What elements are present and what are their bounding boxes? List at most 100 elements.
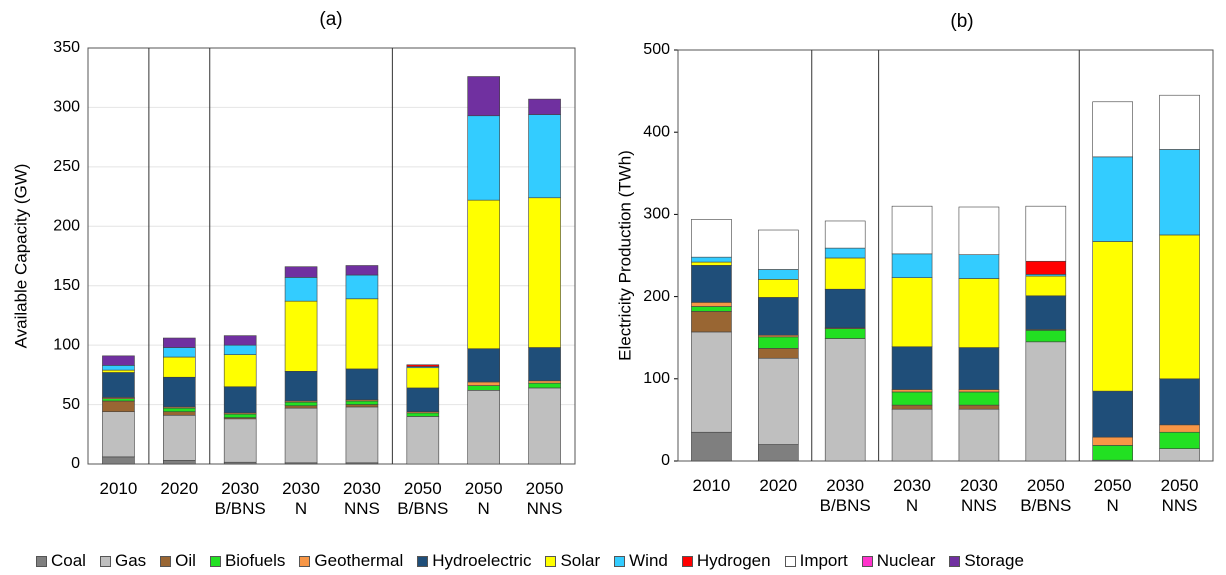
x-tick-label: 2030 N xyxy=(282,479,320,518)
x-tick-label: 2030 N xyxy=(893,476,931,515)
plot-frame xyxy=(677,49,1214,462)
bar-segment xyxy=(691,265,732,303)
bar-segment xyxy=(1092,101,1133,158)
bar-segment xyxy=(467,348,500,383)
y-tick-label: 400 xyxy=(643,123,670,140)
bar-segment xyxy=(758,269,799,280)
bar-segment xyxy=(824,328,866,339)
bar-segment xyxy=(758,444,799,462)
bar-segment xyxy=(223,413,257,418)
bar-segment xyxy=(284,277,318,302)
bar-segment xyxy=(345,368,379,401)
bar-segment xyxy=(284,401,318,407)
legend-label: Wind xyxy=(629,551,668,570)
legend-swatch xyxy=(209,555,221,567)
legend-label: Coal xyxy=(51,551,86,570)
bar-segment xyxy=(958,254,1000,279)
bar-segment xyxy=(345,265,379,276)
bar-segment xyxy=(758,279,799,298)
bar-segment xyxy=(691,256,732,263)
legend-swatch xyxy=(681,555,693,567)
bar-segment xyxy=(958,391,1000,406)
bar-segment xyxy=(345,298,379,370)
legend-label: Import xyxy=(799,551,848,570)
bar-segment xyxy=(284,405,318,409)
bar-segment xyxy=(758,348,799,359)
bar-segment xyxy=(1159,378,1200,426)
y-tick-label: 0 xyxy=(71,455,80,472)
legend: Coal Gas Oil Biofuels Geothermal Hydroelectri… xyxy=(36,551,1024,571)
legend-label: Solar xyxy=(560,551,601,570)
legend-swatch xyxy=(614,555,626,567)
legend-swatch xyxy=(99,555,111,567)
bar-segment xyxy=(691,311,732,333)
bar-segment xyxy=(102,456,135,465)
bar-segment xyxy=(163,376,196,408)
bar-segment xyxy=(1092,390,1133,438)
bar-segment xyxy=(1025,341,1067,462)
bar-segment xyxy=(1092,436,1133,446)
legend-swatch xyxy=(417,555,429,567)
bar-segment xyxy=(528,197,561,348)
legend-item: Gas xyxy=(99,551,146,571)
bar-segment xyxy=(467,390,500,465)
x-tick-label: 2020 xyxy=(759,476,798,495)
bar-segment xyxy=(958,389,1000,393)
bar-segment xyxy=(958,278,1000,348)
bar-segment xyxy=(528,114,561,199)
bar-segment xyxy=(345,274,379,300)
bar-segment xyxy=(528,347,561,382)
bar-segment xyxy=(824,247,866,259)
legend-swatch xyxy=(784,555,796,567)
bar-segment xyxy=(102,400,135,413)
legend-item: Storage xyxy=(949,551,1024,571)
bar-segment xyxy=(691,306,732,312)
bar-segment xyxy=(1159,149,1200,236)
bar-segment xyxy=(223,418,257,463)
y-tick-label: 100 xyxy=(643,370,670,387)
y-tick-label: 350 xyxy=(53,39,80,56)
bar-segment xyxy=(102,372,135,398)
y-tick-label: 250 xyxy=(53,158,80,175)
legend-label: Oil xyxy=(175,551,196,570)
legend-item: Nuclear xyxy=(861,551,935,571)
legend-item: Import xyxy=(784,551,848,571)
bar-segment xyxy=(102,355,135,366)
legend-item: Coal xyxy=(36,551,86,571)
x-tick-label: 2050 B/BNS xyxy=(397,479,449,518)
bar-segment xyxy=(163,407,196,413)
bar-segment xyxy=(163,347,196,358)
y-tick-label: 0 xyxy=(661,452,670,469)
bar-segment xyxy=(1092,445,1133,461)
legend-swatch xyxy=(949,555,961,567)
x-tick-label: 2030 B/BNS xyxy=(214,479,266,518)
legend-label: Geothermal xyxy=(314,551,404,570)
y-tick-label: 50 xyxy=(62,396,80,413)
bar-segment xyxy=(1092,241,1133,392)
bar-segment xyxy=(223,335,257,346)
bar-segment xyxy=(528,387,561,465)
legend-swatch xyxy=(36,555,47,567)
legend-item: Hydroelectric xyxy=(417,551,531,571)
bar-segment xyxy=(406,416,440,465)
bar-segment xyxy=(163,337,196,348)
bar-segment xyxy=(1025,205,1067,262)
bar-segment xyxy=(1025,295,1067,330)
y-tick-label: 200 xyxy=(643,288,670,305)
bar-segment xyxy=(891,277,933,348)
bar-segment xyxy=(1025,330,1067,343)
bar-segment xyxy=(691,302,732,307)
bar-segment xyxy=(824,257,866,290)
bar-segment xyxy=(958,408,1000,462)
y-tick-label: 100 xyxy=(53,336,80,353)
x-tick-label: 2050 NNS xyxy=(525,479,564,518)
bar-segment xyxy=(102,411,135,458)
bar-segment xyxy=(758,297,799,336)
bar-segment xyxy=(691,431,732,462)
legend-item: Geothermal xyxy=(299,551,403,571)
bar-segment xyxy=(467,381,500,386)
legend-label: Biofuels xyxy=(224,551,286,570)
bar-segment xyxy=(467,385,500,391)
bar-segment xyxy=(345,406,379,464)
